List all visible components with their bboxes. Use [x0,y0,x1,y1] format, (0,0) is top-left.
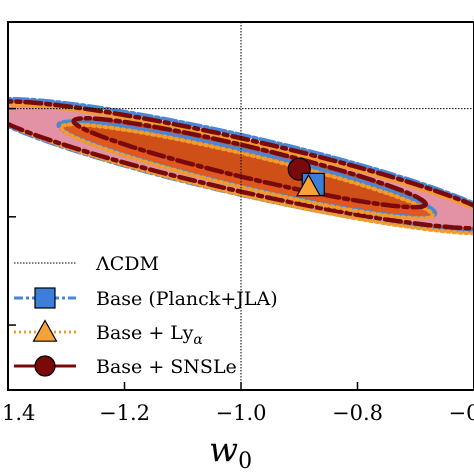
legend-label-lcdm: ΛCDM [95,253,159,275]
y-axis-ticks [8,107,16,326]
x-tick-label: −0.6 [449,401,474,425]
x-axis-ticks: 1.4 −1.2 −1.0 −0.8 −0.6 [2,382,474,425]
x-axis-label-main: w [209,430,238,470]
best-fit-markers [287,157,325,197]
legend-marker-lya [32,319,58,342]
sns-contour-95-line [8,99,474,231]
x-tick-label: −1.2 [99,401,150,425]
x-tick-label: 1.4 [2,401,35,425]
x-tick-label: −0.8 [332,401,383,425]
lya-contour-68-line [59,122,435,221]
legend-label-lya: Base + Lyα [96,322,203,348]
lya-contour-95-line [8,103,474,236]
lya-best-fit-marker [296,173,322,197]
reference-lines [8,22,474,390]
legend-label-base: Base (Planck+JLA) [96,288,278,310]
x-axis-label: w0 [209,430,252,474]
legend-marker-sns [34,355,56,377]
legend: ΛCDM Base (Planck+JLA) Base + Lyα Base + SN… [14,253,278,378]
legend-marker-base [34,287,56,309]
sns-contour-68-fill [73,118,426,208]
legend-label-sns: Base + SNSLe [96,356,237,378]
x-axis-label-subscript: 0 [238,449,252,474]
x-tick-label: −1.0 [216,401,267,425]
